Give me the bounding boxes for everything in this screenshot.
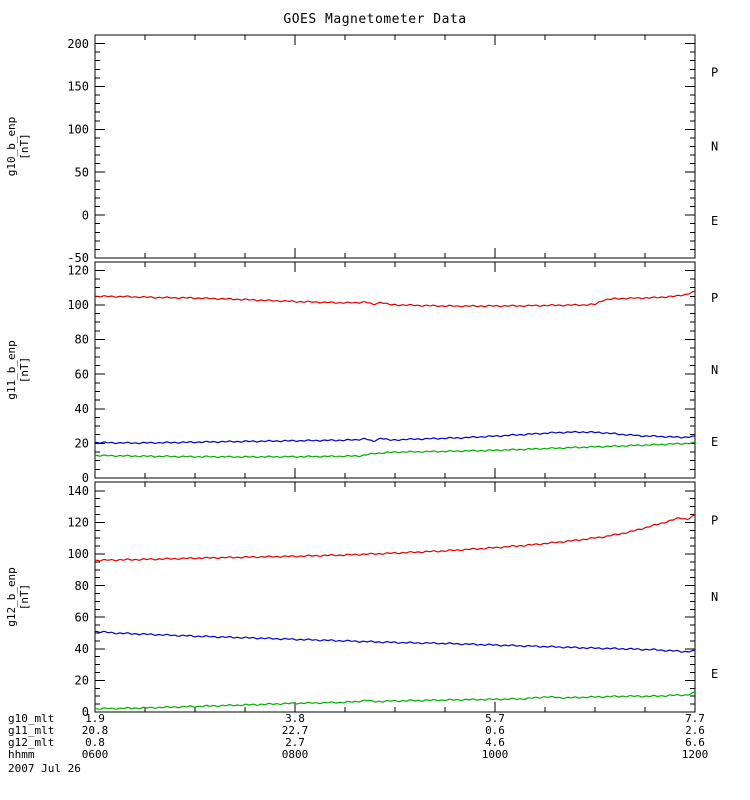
bottom-row-label: g12_mlt [8,736,54,749]
date-label: 2007 Jul 26 [8,762,81,775]
y-tick-label: 60 [75,367,89,381]
chart-title: GOES Magnetometer Data [283,12,467,27]
y-tick-label: 120 [67,516,89,530]
bottom-row-value: 3.8 [285,712,305,725]
right-axis-label-N: N [711,140,718,154]
panel-box [94,34,696,259]
y-axis-units-label: [nT] [18,357,31,384]
bottom-row-value: 6.6 [685,736,705,749]
y-axis-units-label: [nT] [18,584,31,611]
y-axis-label: g11_b_enp [5,340,18,400]
right-axis-label-P: P [711,514,718,528]
panel-box [94,481,696,713]
right-axis-label-E: E [711,214,718,228]
right-axis-label-N: N [711,363,718,377]
bottom-row-value: 2.7 [285,736,305,749]
right-axis-label-E: E [711,667,718,681]
y-tick-label: 100 [67,123,89,137]
bottom-row-value: 0600 [82,748,109,761]
bottom-row-value: 0.6 [485,724,505,737]
panel-g10_b_enp: -50 0 50 100 150 200 [67,34,696,265]
y-tick-label: 100 [67,298,89,312]
y-tick-label: 50 [75,165,89,179]
series-line-N [94,441,696,459]
y-tick-label: 200 [67,37,89,51]
series-line-E [94,430,696,445]
y-tick-label: 120 [67,264,89,278]
bottom-row-value: 4.6 [485,736,505,749]
right-axis-label-P: P [711,65,718,79]
series-line-P [94,514,696,562]
y-axis-label: g10_b_enp [5,117,18,177]
series-line-E [94,630,696,653]
y-axis-units-label: [nT] [18,133,31,160]
bottom-row-value: 7.7 [685,712,705,725]
bottom-row-value: 22.7 [282,724,309,737]
bottom-row-value: 5.7 [485,712,505,725]
y-tick-label: 80 [75,333,89,347]
series-line-N [94,691,695,710]
y-tick-label: 40 [75,402,89,416]
right-axis-label-N: N [711,590,718,604]
panel-g11_b_enp: 0 20 40 60 80 100 120 [67,261,696,485]
bottom-row-value: 1200 [682,748,709,761]
y-tick-label: 0 [82,471,89,485]
y-tick-label: 150 [67,80,89,94]
y-tick-label: 60 [75,610,89,624]
y-tick-label: 140 [67,484,89,498]
right-axis-label-E: E [711,435,718,449]
panel-g12_b_enp: 0 20 40 60 80 100 120 140 [67,481,696,719]
y-tick-label: 20 [75,437,89,451]
y-tick-label: 40 [75,642,89,656]
bottom-row-value: 0.8 [85,736,105,749]
bottom-row-value: 0800 [282,748,309,761]
bottom-row-value: 1000 [482,748,509,761]
y-tick-label: 80 [75,579,89,593]
bottom-row-value: 2.6 [685,724,705,737]
bottom-row-label: hhmm [8,748,35,761]
y-tick-label: 0 [82,208,89,222]
panel-box [94,261,696,479]
y-tick-label: 0 [82,705,89,719]
right-axis-label-P: P [711,291,718,305]
bottom-row-label: g10_mlt [8,712,54,725]
y-tick-label: 100 [67,547,89,561]
bottom-row-value: 1.9 [85,712,105,725]
y-axis-label: g12_b_enp [5,567,18,627]
y-tick-label: -50 [67,251,89,265]
bottom-row-label: g11_mlt [8,724,54,737]
bottom-row-value: 20.8 [82,724,109,737]
series-line-P [94,290,696,308]
y-tick-label: 20 [75,674,89,688]
